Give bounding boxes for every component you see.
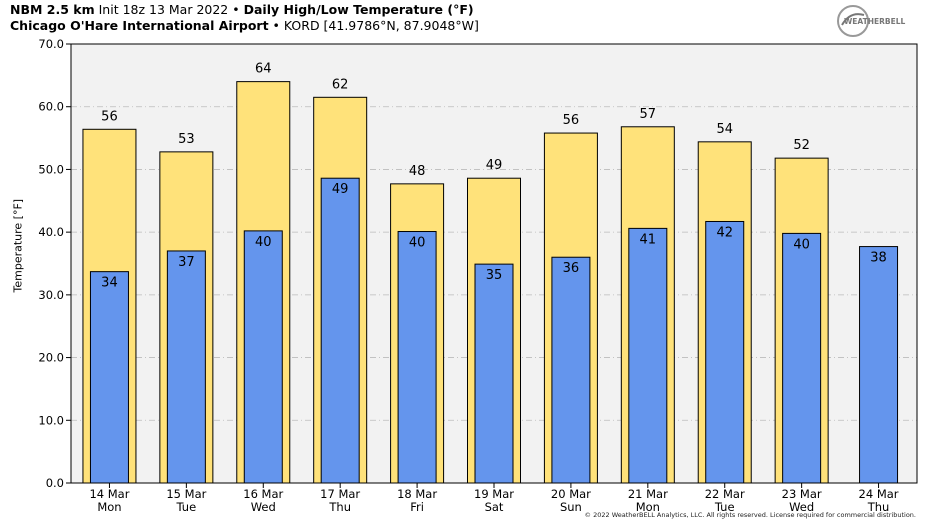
low-value-label: 40 [255,235,272,250]
low-value-label: 40 [793,237,810,252]
low-value-label: 41 [640,232,657,247]
x-tick-label-day: Sat [485,500,504,514]
low-value-label: 40 [409,236,426,251]
logo-swirl-icon [837,5,869,37]
low-bar [551,256,591,484]
x-tick-label-date: 20 Mar [551,487,591,501]
low-value-label: 37 [178,255,195,270]
header-separator: • [232,2,240,17]
high-value-label: 49 [486,158,503,173]
low-bar [243,230,283,484]
low-bar [782,232,822,484]
init-time: Init 18z 13 Mar 2022 [98,2,229,17]
x-tick-label-date: 22 Mar [705,487,745,501]
high-value-label: 48 [409,164,426,179]
low-bar [320,177,360,484]
low-value-label: 36 [563,261,580,276]
low-bar [166,250,206,484]
y-tick-label: 30.0 [38,288,64,302]
plot-frame [70,43,918,484]
x-tick-label-date: 14 Mar [89,487,129,501]
header-line-1: NBM 2.5 km Init 18z 13 Mar 2022 • Daily … [10,2,479,18]
low-bar [474,263,514,484]
x-tick-label-day: Wed [251,500,276,514]
high-value-label: 64 [255,62,272,77]
y-tick-label: 20.0 [38,351,64,365]
chart-header: NBM 2.5 km Init 18z 13 Mar 2022 • Daily … [10,2,479,34]
high-value-label: 52 [793,138,810,153]
x-tick-label-day: Mon [636,500,660,514]
x-tick-label-day: Thu [867,500,890,514]
x-tick-label-date: 15 Mar [166,487,206,501]
low-bar [705,220,745,484]
x-tick-label-day: Wed [789,500,814,514]
high-value-label: 56 [563,113,580,128]
x-tick-label-date: 19 Mar [474,487,514,501]
y-tick-label: 10.0 [38,413,64,427]
copyright-notice: © 2022 WeatherBELL Analytics, LLC. All r… [584,511,916,519]
logo-text: WEATHERBELL [844,17,906,26]
x-tick-label-day: Thu [328,500,351,514]
x-tick-label-day: Sun [560,500,582,514]
low-bar [397,231,437,484]
low-value-label: 42 [716,225,733,240]
high-value-label: 56 [101,109,118,124]
x-tick-label-day: Tue [176,500,197,514]
low-value-label: 38 [870,251,887,266]
low-value-label: 34 [101,276,118,291]
high-value-label: 54 [716,122,733,137]
logo-swirl-inner-icon [841,13,865,26]
header-line-2: Chicago O'Hare International Airport • K… [10,18,479,34]
low-bar [859,246,899,484]
chart-title: Daily High/Low Temperature (°F) [243,2,474,17]
high-value-label: 53 [178,132,195,147]
y-tick-label: 70.0 [38,37,64,51]
x-tick-label-day: Mon [97,500,121,514]
low-bar [89,271,129,484]
weatherbell-logo: WEATHERBELL [837,5,906,37]
high-value-label: 62 [332,77,349,92]
low-value-label: 49 [332,182,349,197]
x-tick-label-day: Fri [410,500,424,514]
low-value-label: 35 [486,268,503,283]
x-tick-label-date: 18 Mar [397,487,437,501]
x-tick-label-date: 24 Mar [859,487,899,501]
station-name: Chicago O'Hare International Airport [10,18,269,33]
x-tick-label-date: 23 Mar [782,487,822,501]
y-tick-label: 40.0 [38,225,64,239]
x-tick-label-date: 16 Mar [243,487,283,501]
y-tick-label: 0.0 [46,476,64,490]
x-tick-label-date: 17 Mar [320,487,360,501]
y-tick-label: 60.0 [38,100,64,114]
y-tick-label: 50.0 [38,162,64,176]
low-bar [628,227,668,484]
x-tick-label-date: 21 Mar [628,487,668,501]
station-id: KORD [41.9786°N, 87.9048°W] [283,18,479,33]
model-name: NBM 2.5 km [10,2,95,17]
header-separator: • [272,18,280,33]
x-tick-label-day: Tue [714,500,735,514]
high-value-label: 57 [640,107,657,122]
